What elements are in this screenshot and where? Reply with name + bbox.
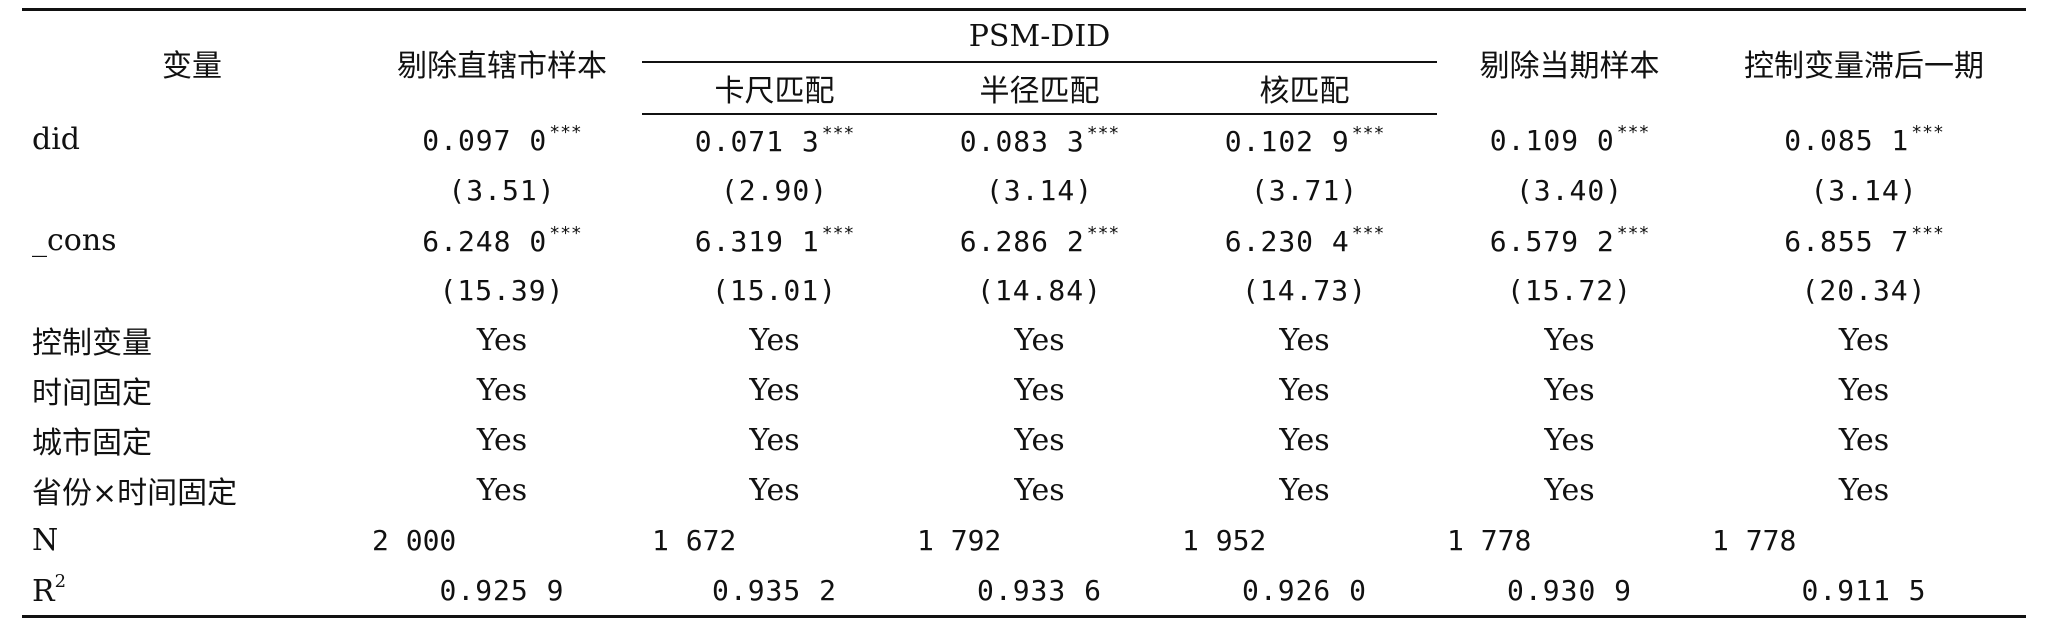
n-value-5: 1 778 xyxy=(1447,523,1532,557)
header-psm-did-label: PSM-DID xyxy=(968,18,1111,54)
time-fe-value-2: Yes xyxy=(749,372,800,408)
robustness-regression-table: 变量 剔除直辖市样本 PSM-DID 剔除当期样本 控制变量滞后一期 卡尺匹配 … xyxy=(22,8,2027,618)
controls-value-2: Yes xyxy=(749,322,800,358)
time-fe-value-3: Yes xyxy=(1014,372,1065,408)
controls-value-1: Yes xyxy=(476,322,528,358)
time-fe-value-6: Yes xyxy=(1838,372,1890,408)
cons-coef-5: 6.579 2 *** xyxy=(1489,222,1650,258)
time-fe-value-5: Yes xyxy=(1544,372,1595,408)
did-coef-6: 0.085 1 *** xyxy=(1784,122,1944,157)
r2-value-6: 0.911 5 xyxy=(1702,565,2027,618)
did-coef-4: 0.102 9 *** xyxy=(1224,122,1385,158)
n-value-3: 1 792 xyxy=(917,523,1002,557)
did-coef-5: 0.109 0 *** xyxy=(1489,122,1650,157)
cons-tval-5: (15.72) xyxy=(1507,273,1633,307)
header-variable: 变量 xyxy=(22,8,362,114)
row-label-controls: 控制变量 xyxy=(32,326,152,361)
n-value-1: 2 000 xyxy=(372,523,457,557)
cons-tval-2: (15.01) xyxy=(711,273,837,307)
row-label-cons: _cons xyxy=(32,222,117,258)
header-caliper: 卡尺匹配 xyxy=(642,62,907,115)
cons-coef-6: 6.855 7 *** xyxy=(1784,222,1944,258)
did-coef-1: 0.097 0 *** xyxy=(422,122,582,157)
r2-value-2: 0.935 2 xyxy=(642,565,907,618)
row-label-time-fe: 时间固定 xyxy=(32,376,152,411)
cons-coef-4: 6.230 4 *** xyxy=(1224,222,1385,258)
header-psm-did: PSM-DID xyxy=(642,8,1438,63)
header-excl-current: 剔除当期样本 xyxy=(1437,8,1703,114)
prov-time-fe-value-1: Yes xyxy=(476,472,528,508)
city-fe-value-5: Yes xyxy=(1544,422,1595,458)
table-row-city-fe: 城市固定 Yes Yes Yes Yes Yes Yes xyxy=(22,415,2026,465)
row-label-n: N xyxy=(32,522,59,558)
row-label-did: did xyxy=(32,122,81,157)
did-coef-3: 0.083 3 *** xyxy=(959,122,1120,158)
table-row-time-fe: 时间固定 Yes Yes Yes Yes Yes Yes xyxy=(22,365,2026,415)
regression-table-container: 变量 剔除直辖市样本 PSM-DID 剔除当期样本 控制变量滞后一期 卡尺匹配 … xyxy=(22,8,2027,618)
controls-value-4: Yes xyxy=(1279,322,1330,358)
header-row-1: 变量 剔除直辖市样本 PSM-DID 剔除当期样本 控制变量滞后一期 xyxy=(22,8,2027,114)
header-kernel: 核匹配 xyxy=(1172,62,1438,115)
did-tval-1: (3.51) xyxy=(448,173,556,207)
n-value-4: 1 952 xyxy=(1182,523,1267,557)
header-radius: 半径匹配 xyxy=(907,62,1172,115)
table-row-cons: _cons 6.248 0 *** 6.319 1 *** 6.286 2 *** 6… xyxy=(22,215,2026,265)
table-row-did-tval: (3.51) (2.90) (3.14) (3.71) (3.40) (3.14… xyxy=(22,165,2026,215)
header-row-2: 卡尺匹配 半径匹配 核匹配 xyxy=(22,62,2026,115)
table-row-cons-tval: (15.39) (15.01) (14.84) (14.73) (15.72) … xyxy=(22,265,2026,315)
row-label-city-fe: 城市固定 xyxy=(32,426,152,461)
header-lag-controls: 控制变量滞后一期 xyxy=(1702,8,2027,114)
r2-value-3: 0.933 6 xyxy=(907,565,1172,618)
r2-value-4: 0.926 0 xyxy=(1172,565,1438,618)
cons-coef-1: 6.248 0 *** xyxy=(422,222,582,258)
did-tval-5: (3.40) xyxy=(1515,173,1624,207)
did-tval-2: (2.90) xyxy=(720,173,829,207)
cons-coef-3: 6.286 2 *** xyxy=(959,222,1120,258)
table-row-did: did 0.097 0 *** 0.071 3 *** 0.083 3 *** 0.1… xyxy=(22,114,2026,165)
r2-value-1: 0.925 9 xyxy=(362,565,642,618)
n-value-6: 1 778 xyxy=(1712,523,1797,557)
row-label-r2: R2 xyxy=(22,565,362,618)
table-row-controls: 控制变量 Yes Yes Yes Yes Yes Yes xyxy=(22,315,2026,365)
controls-value-5: Yes xyxy=(1544,322,1595,358)
n-value-2: 1 672 xyxy=(652,523,737,557)
cons-tval-3: (14.84) xyxy=(976,273,1102,307)
table-header: 变量 剔除直辖市样本 PSM-DID 剔除当期样本 控制变量滞后一期 卡尺匹配 … xyxy=(22,8,2027,115)
prov-time-fe-value-5: Yes xyxy=(1544,472,1595,508)
table-body: did 0.097 0 *** 0.071 3 *** 0.083 3 *** 0.1… xyxy=(22,114,2027,618)
row-label-prov-time-fe: 省份×时间固定 xyxy=(32,476,238,511)
prov-time-fe-value-3: Yes xyxy=(1014,472,1065,508)
time-fe-value-4: Yes xyxy=(1279,372,1330,408)
city-fe-value-2: Yes xyxy=(749,422,800,458)
row-label-empty xyxy=(22,265,362,315)
did-coef-2: 0.071 3 *** xyxy=(694,122,855,158)
did-tval-3: (3.14) xyxy=(985,173,1094,207)
did-tval-4: (3.71) xyxy=(1250,173,1359,207)
row-label-empty xyxy=(22,165,362,215)
city-fe-value-6: Yes xyxy=(1838,422,1890,458)
city-fe-value-4: Yes xyxy=(1279,422,1330,458)
cons-tval-1: (15.39) xyxy=(439,273,565,307)
controls-value-6: Yes xyxy=(1838,322,1890,358)
prov-time-fe-value-4: Yes xyxy=(1279,472,1330,508)
time-fe-value-1: Yes xyxy=(476,372,528,408)
did-tval-6: (3.14) xyxy=(1810,173,1918,207)
prov-time-fe-value-6: Yes xyxy=(1838,472,1890,508)
table-row-n: N 2 000 1 672 1 792 1 952 1 778 1 778 xyxy=(22,515,2026,565)
header-excl-municipality: 剔除直辖市样本 xyxy=(362,8,642,114)
cons-tval-4: (14.73) xyxy=(1242,273,1368,307)
table-row-r2: R2 0.925 9 0.935 2 0.933 6 0.926 0 0.930… xyxy=(22,565,2027,618)
table-row-prov-time-fe: 省份×时间固定 Yes Yes Yes Yes Yes Yes xyxy=(22,465,2026,515)
r2-value-5: 0.930 9 xyxy=(1437,565,1703,618)
cons-tval-6: (20.34) xyxy=(1801,273,1927,307)
prov-time-fe-value-2: Yes xyxy=(749,472,800,508)
city-fe-value-1: Yes xyxy=(476,422,528,458)
city-fe-value-3: Yes xyxy=(1014,422,1065,458)
cons-coef-2: 6.319 1 *** xyxy=(694,222,855,258)
controls-value-3: Yes xyxy=(1014,322,1065,358)
